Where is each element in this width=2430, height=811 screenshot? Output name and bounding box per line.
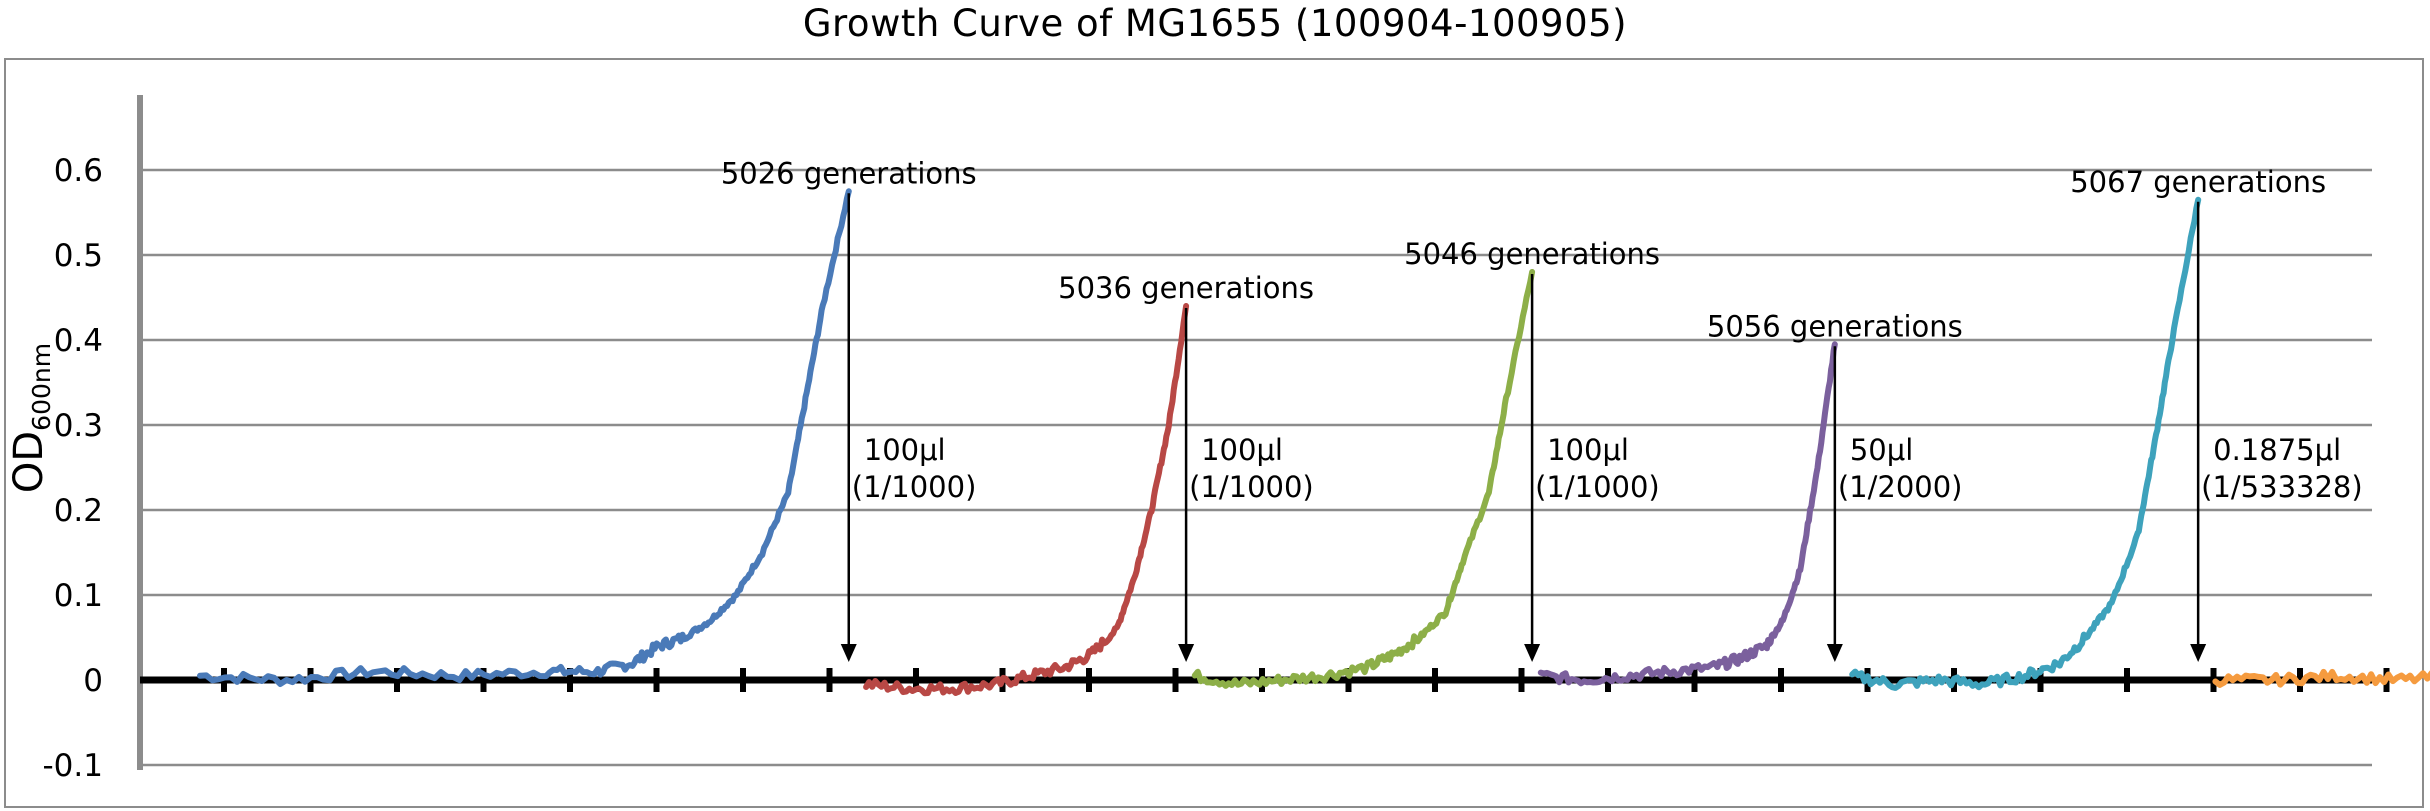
dilution-ratio: (1/533328) xyxy=(2201,470,2363,504)
series-line xyxy=(197,188,852,687)
y-tick-label: 0.3 xyxy=(54,408,103,444)
dilution-ratio: (1/1000) xyxy=(852,470,977,504)
chart-title: Growth Curve of MG1655 (100904-100905) xyxy=(802,2,1628,45)
dilution-ratio: (1/1000) xyxy=(1535,470,1660,504)
generation-label: 5056 generations xyxy=(1707,309,1963,343)
dilution-volume: 50μl xyxy=(1850,433,1913,467)
dilution-volume: 100μl xyxy=(1547,433,1629,467)
series-lines xyxy=(197,188,2430,697)
dilution-volume: 0.1875μl xyxy=(2213,433,2341,467)
y-tick-label: 0.6 xyxy=(54,153,103,189)
y-tick-label: 0.4 xyxy=(54,323,103,359)
series-line xyxy=(2212,668,2430,688)
dilution-ratio: (1/1000) xyxy=(1189,470,1314,504)
y-tick-label: 0.5 xyxy=(54,238,103,274)
dilution-arrow-head xyxy=(1524,644,1541,662)
series-line xyxy=(1191,269,1536,689)
dilution-ratio: (1/2000) xyxy=(1838,470,1963,504)
dilution-arrow-head xyxy=(1178,644,1195,662)
plot-area-border xyxy=(4,58,2424,808)
dilution-volume: 100μl xyxy=(864,433,946,467)
y-axis-label: OD600nm xyxy=(6,343,56,493)
generation-label: 5067 generations xyxy=(2070,165,2326,199)
gridlines xyxy=(140,168,2372,767)
generation-label: 5036 generations xyxy=(1058,271,1314,305)
y-axis-label-main: OD xyxy=(6,431,52,493)
dilution-arrow-head xyxy=(1826,644,1843,662)
dilution-arrow-head xyxy=(2190,644,2207,662)
generation-label: 5026 generations xyxy=(721,156,977,190)
series-line xyxy=(863,303,1190,697)
y-tick-label: 0.1 xyxy=(54,578,103,614)
dilution-volume: 100μl xyxy=(1201,433,1283,467)
y-axis-label-subscript: 600nm xyxy=(27,343,56,431)
y-tick-label: 0.2 xyxy=(54,493,103,529)
dilution-arrow-head xyxy=(840,644,857,662)
y-tick-label: 0 xyxy=(83,663,103,699)
y-tick-label: -0.1 xyxy=(43,748,104,784)
series-line xyxy=(1537,341,1838,687)
generation-label: 5046 generations xyxy=(1404,237,1660,271)
series-line xyxy=(1849,196,2202,691)
